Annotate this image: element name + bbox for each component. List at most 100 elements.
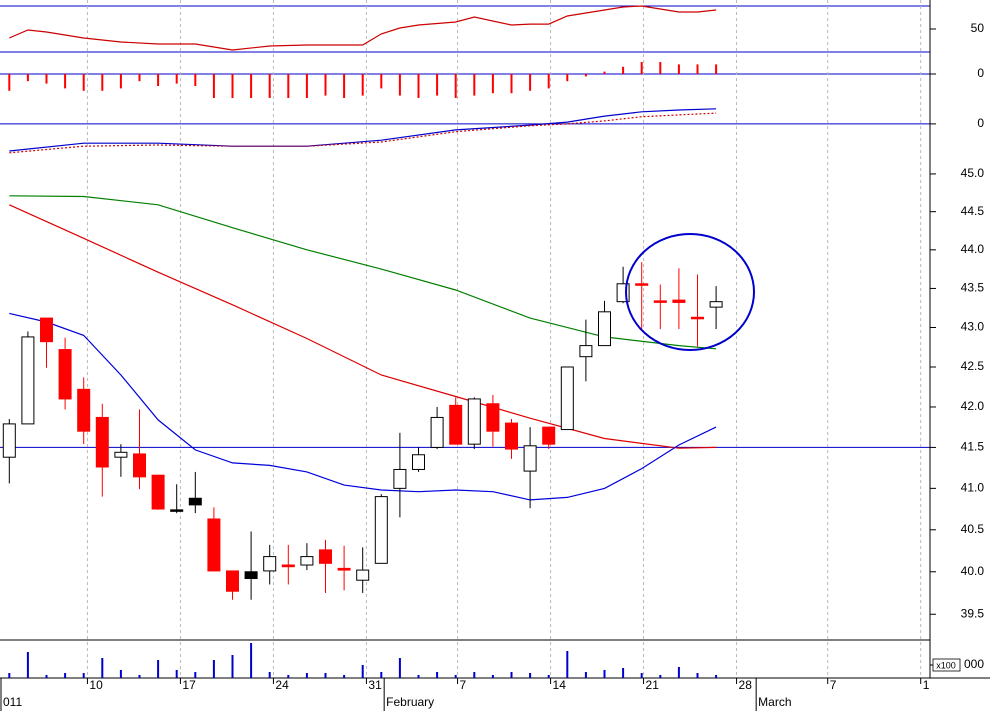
y-tick-label: 44.0	[961, 242, 985, 256]
candle-body	[77, 388, 91, 432]
bar	[417, 675, 420, 678]
candle-body	[281, 564, 295, 568]
bar	[659, 62, 662, 74]
bar	[454, 675, 457, 678]
x-tick-label: 21	[646, 678, 660, 692]
indicator-line	[9, 312, 717, 501]
bar	[250, 643, 253, 678]
bar	[212, 74, 215, 98]
candle-body	[300, 556, 314, 566]
month-label: 011	[3, 695, 22, 709]
plot-layer: 50 0 0 45.0 44.5 44.0 43.5 43.0 42.5 42.0 41.5 41.0…	[0, 5, 985, 711]
bar	[640, 62, 643, 74]
bar	[101, 658, 104, 678]
y-tick-label: 0	[977, 116, 984, 130]
x-tick-label: 7	[830, 678, 837, 692]
candle-body	[579, 345, 593, 358]
bar	[529, 673, 532, 678]
bar	[82, 74, 85, 91]
bar	[324, 74, 327, 96]
bar	[547, 675, 550, 678]
bar	[194, 672, 197, 678]
bar	[138, 74, 141, 82]
month-label: March	[758, 695, 791, 709]
y-tick-label: 44.5	[961, 204, 985, 218]
candle-body	[505, 422, 518, 450]
bar	[8, 673, 11, 678]
bar	[398, 658, 401, 678]
candle-body	[356, 569, 370, 581]
bar	[101, 74, 104, 91]
bar	[436, 672, 439, 678]
y-tick-label: 43.5	[961, 281, 985, 295]
bar	[343, 675, 346, 678]
candle-body	[40, 317, 53, 343]
bar	[212, 660, 215, 678]
candle-body	[430, 416, 444, 448]
y-tick-label: 0	[977, 66, 984, 80]
bar	[529, 74, 532, 91]
candle-body	[598, 311, 611, 347]
x-tick-label: 14	[553, 678, 567, 692]
bar	[584, 672, 587, 678]
indicator-line	[9, 112, 717, 154]
bar	[26, 652, 29, 678]
x-tick-label: 1	[923, 678, 930, 692]
indicator-line	[9, 108, 717, 152]
candle-body	[542, 426, 556, 445]
bar	[584, 74, 587, 77]
x-tick-label: 28	[739, 678, 753, 692]
candle-body	[560, 366, 574, 431]
bar	[45, 675, 48, 678]
bar	[491, 675, 494, 678]
candle-body	[635, 283, 649, 286]
y-unit-label: x100	[936, 660, 956, 670]
y-tick-label: 000	[964, 657, 984, 671]
candle-body	[114, 451, 128, 458]
bar	[380, 74, 383, 89]
bar	[510, 74, 513, 94]
candle-body	[672, 299, 686, 303]
y-tick-label: 43.0	[961, 320, 985, 334]
candle-body	[226, 570, 239, 592]
bar	[82, 673, 85, 678]
bar	[547, 74, 550, 89]
candle-body	[374, 496, 388, 564]
x-tick-label: 24	[275, 678, 289, 692]
x-tick-label: 17	[182, 678, 196, 692]
bar	[696, 64, 699, 74]
candle-body	[207, 518, 221, 572]
annotation-circle	[625, 233, 755, 351]
bar	[380, 672, 383, 678]
bar	[417, 74, 420, 98]
x-tick-label: 7	[460, 678, 467, 692]
bar	[566, 74, 569, 82]
bar	[64, 673, 67, 678]
candle-body	[337, 567, 351, 571]
candle-body	[523, 445, 537, 472]
bar	[268, 672, 271, 678]
bar	[510, 672, 513, 678]
bar	[175, 670, 178, 678]
y-tick-label: 41.5	[961, 440, 985, 454]
y-tick-label: 42.0	[961, 399, 985, 413]
unit-box	[932, 658, 961, 672]
bar	[715, 675, 718, 678]
x-tick-label: 10	[89, 678, 103, 692]
bar	[231, 655, 234, 678]
bar	[287, 675, 290, 678]
bar	[454, 74, 457, 98]
bar	[677, 64, 680, 74]
bar	[659, 675, 662, 678]
month-label: February	[386, 695, 434, 709]
bar	[138, 675, 141, 678]
bar	[45, 74, 48, 84]
bar	[157, 74, 160, 86]
candle-body	[58, 349, 72, 400]
bar	[231, 74, 234, 98]
y-tick-label: 40.0	[961, 564, 985, 578]
candle-body	[151, 474, 165, 510]
y-tick-label: 42.5	[961, 359, 985, 373]
